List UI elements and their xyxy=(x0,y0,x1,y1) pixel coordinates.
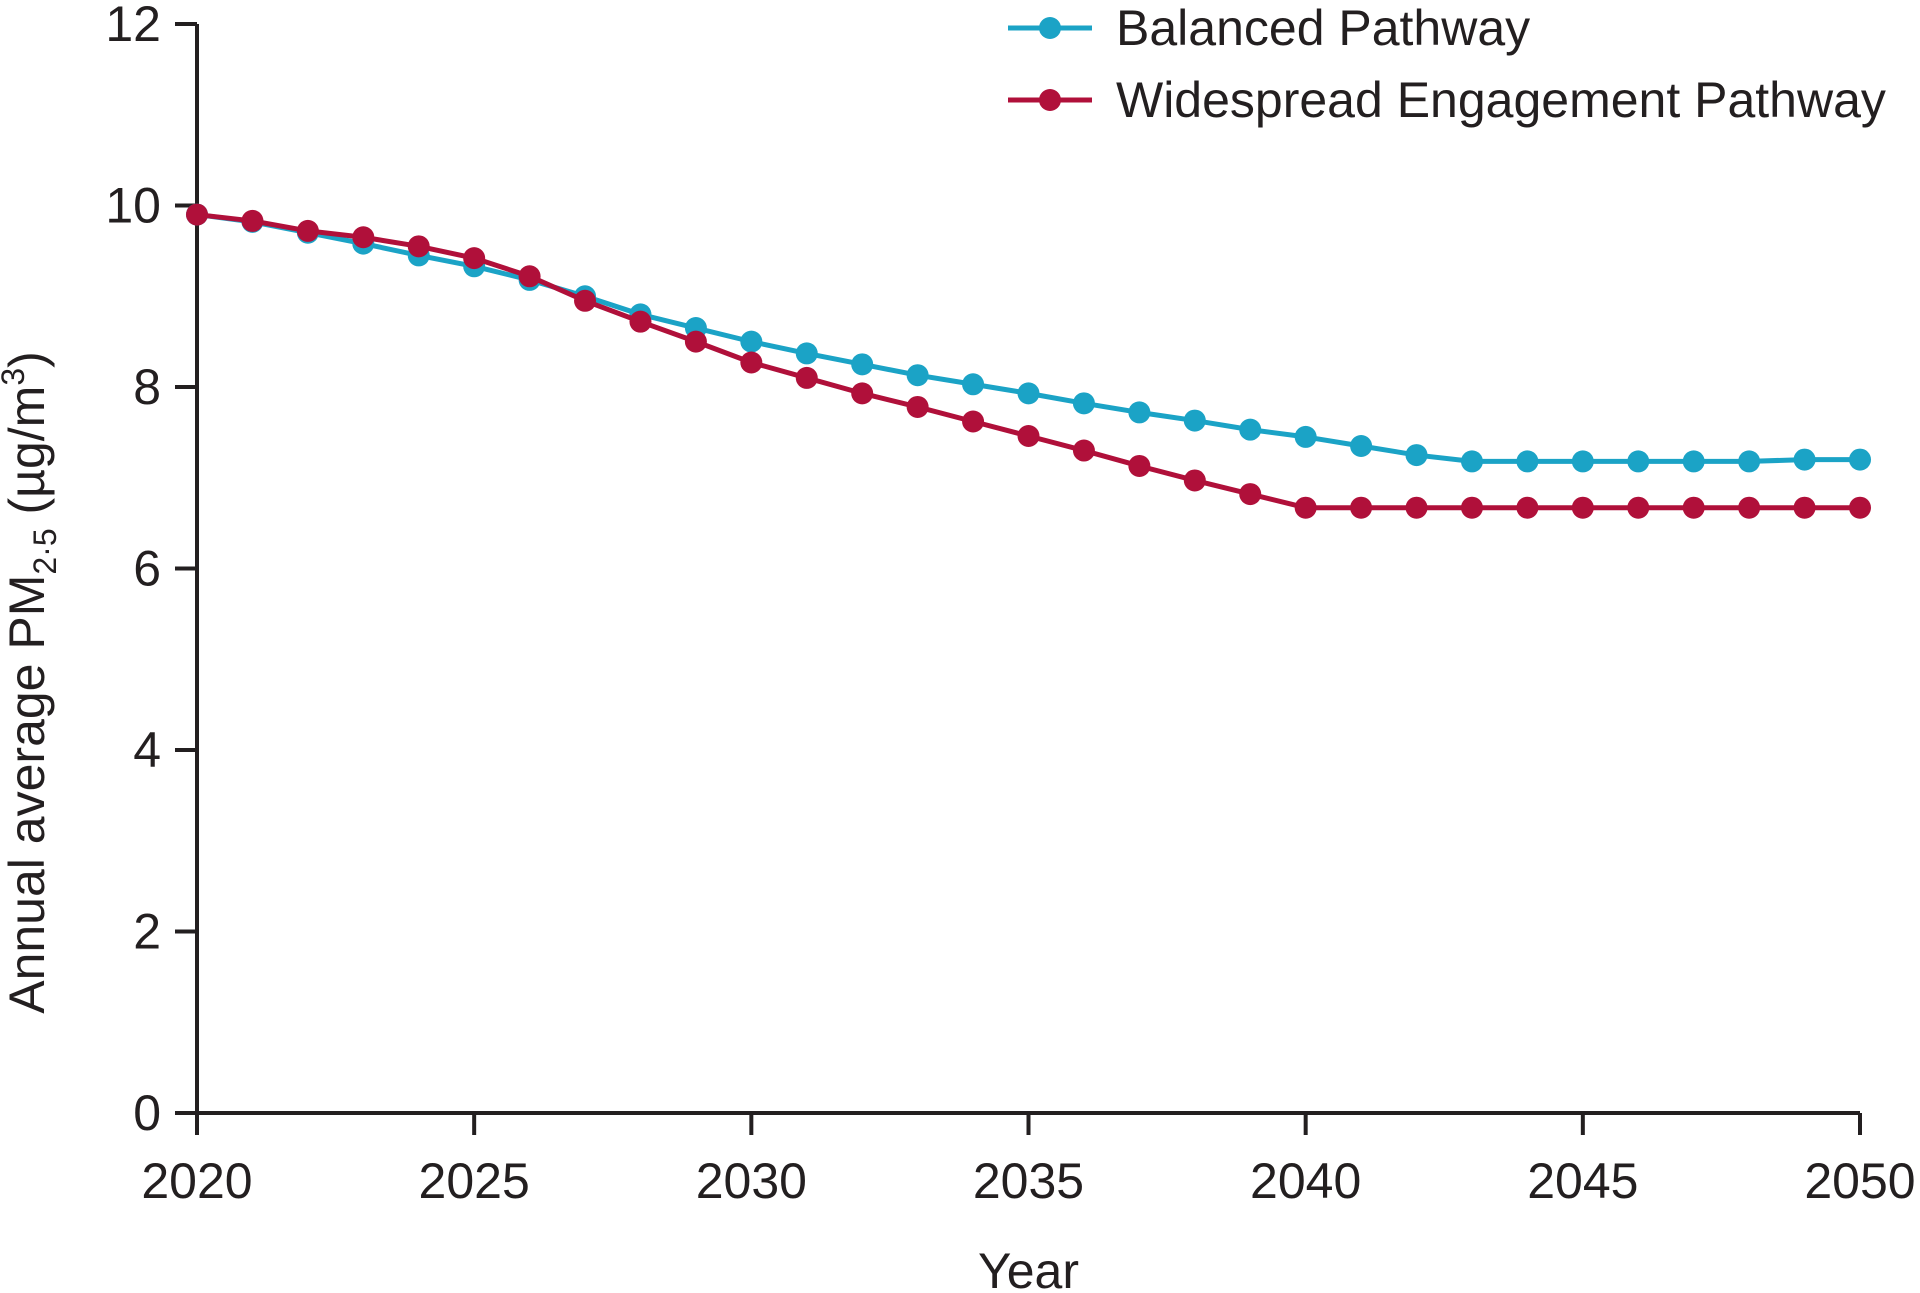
data-point xyxy=(1627,450,1650,473)
legend-item: Widespread Engagement Pathway xyxy=(1008,72,1886,128)
x-tick-label: 2050 xyxy=(1804,1153,1915,1209)
data-point xyxy=(851,382,874,405)
data-point xyxy=(1516,450,1539,473)
data-point xyxy=(186,203,208,226)
data-point xyxy=(1627,496,1650,519)
data-point xyxy=(684,330,707,353)
data-point xyxy=(1072,392,1095,415)
data-point xyxy=(1682,450,1705,473)
data-point xyxy=(352,226,375,249)
y-ticks: 0 2 4 6 8 10 12 xyxy=(105,0,197,1141)
y-tick-label: 8 xyxy=(133,359,161,415)
x-tick-label: 2035 xyxy=(973,1153,1084,1209)
legend: Balanced Pathway Widespread Engagement Pa… xyxy=(1008,0,1886,128)
data-point xyxy=(1239,483,1262,506)
data-point xyxy=(1183,469,1206,492)
legend-marker xyxy=(1039,89,1061,111)
y-tick-label: 0 xyxy=(133,1085,161,1141)
legend-label: Balanced Pathway xyxy=(1116,0,1530,56)
data-point xyxy=(1738,450,1761,473)
data-point xyxy=(906,364,929,387)
data-point xyxy=(463,247,486,270)
data-point xyxy=(1571,450,1594,473)
y-axis-title: Annual average PM2·5 (µg/m3) xyxy=(0,351,63,1014)
x-tick-label: 2040 xyxy=(1250,1153,1361,1209)
data-point xyxy=(1350,434,1373,457)
x-ticks: 2020 2025 2030 2035 2040 2045 2050 xyxy=(141,1113,1916,1209)
x-axis-title: Year xyxy=(978,1243,1079,1293)
data-point xyxy=(851,353,874,376)
legend-item: Balanced Pathway xyxy=(1008,0,1530,56)
data-point xyxy=(241,209,264,232)
data-point xyxy=(1405,496,1428,519)
data-point xyxy=(1294,496,1317,519)
y-tick-label: 10 xyxy=(105,178,161,234)
y-tick-label: 12 xyxy=(105,0,161,52)
y-axis-title-subscript: 2·5 xyxy=(27,528,63,574)
data-point xyxy=(518,265,541,288)
data-point xyxy=(407,235,430,258)
axes xyxy=(195,24,1860,1115)
data-point xyxy=(906,395,929,418)
y-axis-title-close: ) xyxy=(0,351,55,368)
data-point xyxy=(629,310,652,333)
data-point xyxy=(1183,409,1206,432)
data-point xyxy=(1017,382,1040,405)
data-point xyxy=(1294,425,1317,448)
data-point xyxy=(795,366,818,389)
series-layer xyxy=(186,203,1871,519)
y-tick-label: 2 xyxy=(133,904,161,960)
legend-marker xyxy=(1039,17,1061,39)
y-axis-title-superscript: 3 xyxy=(0,368,31,386)
data-point xyxy=(1460,496,1483,519)
data-point xyxy=(1516,496,1539,519)
data-point xyxy=(296,219,319,242)
data-point xyxy=(740,351,763,374)
data-point xyxy=(795,342,818,365)
y-tick-label: 6 xyxy=(133,541,161,597)
data-point xyxy=(1571,496,1594,519)
data-point xyxy=(1793,496,1816,519)
data-point xyxy=(1793,448,1816,471)
x-tick-label: 2030 xyxy=(696,1153,807,1209)
data-point xyxy=(1072,439,1095,462)
data-point xyxy=(1682,496,1705,519)
data-point xyxy=(574,289,597,312)
data-point xyxy=(1460,450,1483,473)
data-point xyxy=(1849,448,1871,471)
x-tick-label: 2020 xyxy=(141,1153,252,1209)
data-point xyxy=(962,373,985,396)
data-point xyxy=(1849,496,1871,519)
data-point xyxy=(1738,496,1761,519)
legend-label: Widespread Engagement Pathway xyxy=(1116,72,1886,128)
series-widespread xyxy=(186,203,1871,519)
data-point xyxy=(1017,425,1040,448)
y-tick-label: 4 xyxy=(133,722,161,778)
data-point xyxy=(1239,418,1262,441)
data-point xyxy=(740,330,763,353)
y-axis-title-main: Annual average PM xyxy=(0,575,55,1014)
data-point xyxy=(1128,454,1151,477)
x-tick-label: 2045 xyxy=(1527,1153,1638,1209)
data-point xyxy=(1350,496,1373,519)
data-point xyxy=(1405,444,1428,467)
y-axis-title-unit: (µg/m xyxy=(0,386,55,529)
data-point xyxy=(1128,401,1151,424)
data-point xyxy=(962,410,985,433)
x-tick-label: 2025 xyxy=(419,1153,530,1209)
